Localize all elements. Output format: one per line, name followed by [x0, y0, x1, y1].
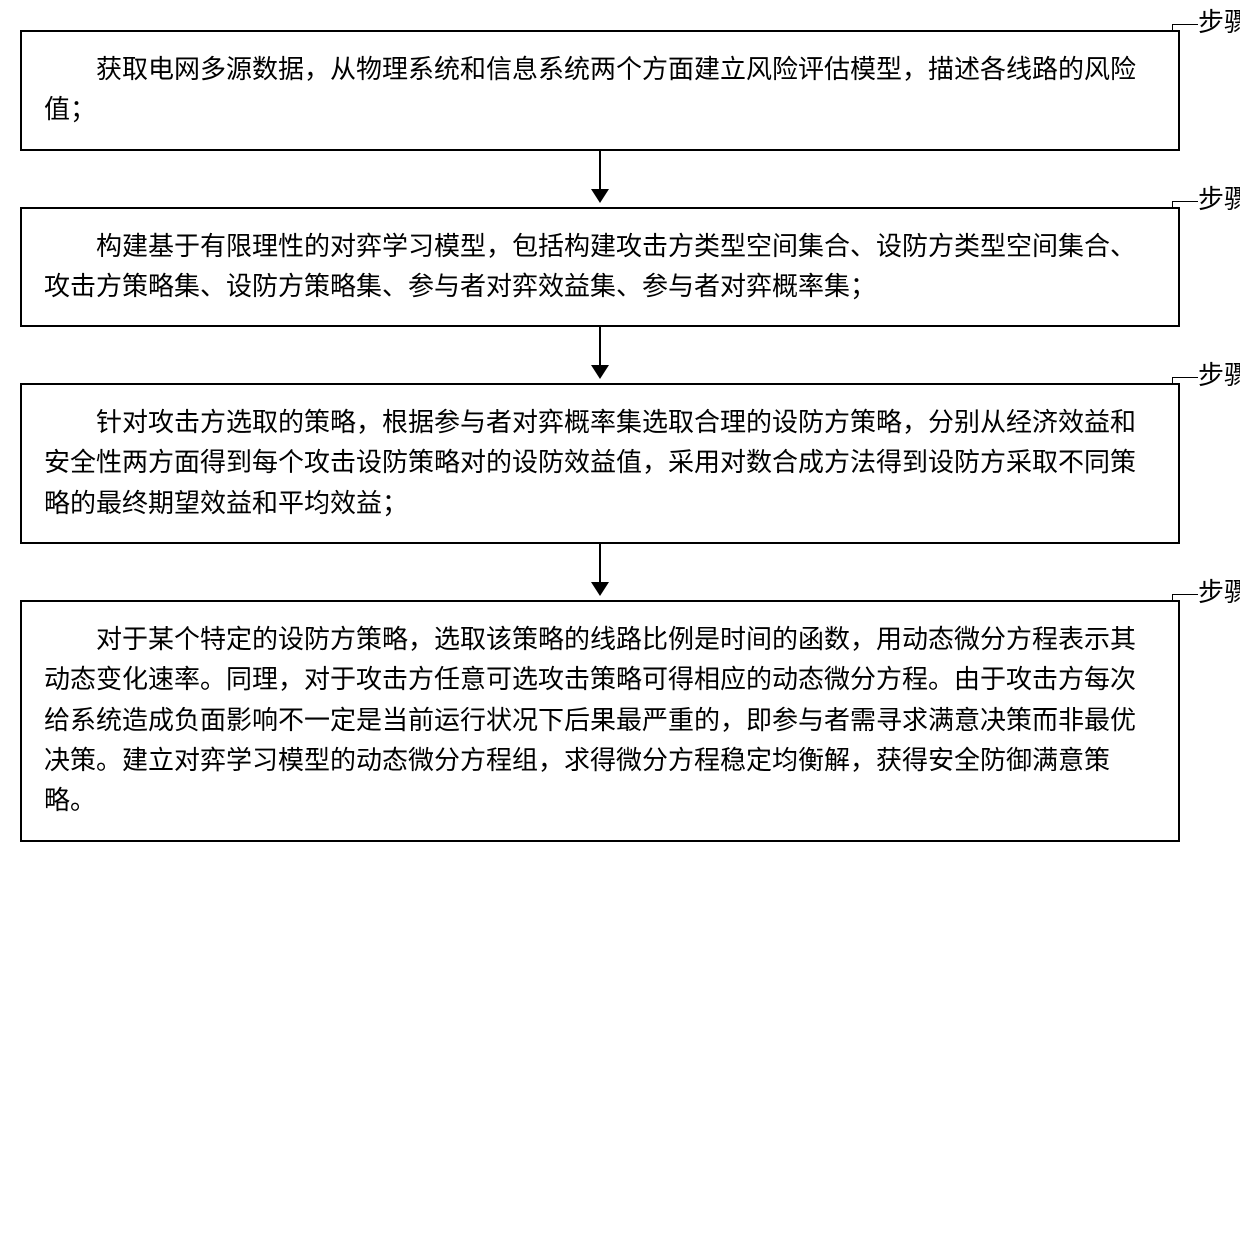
leader-line [1172, 201, 1198, 202]
arrow-icon [588, 151, 612, 207]
step-text: 对于某个特定的设防方策略，选取该策略的线路比例是时间的函数，用动态微分方程表示其… [44, 620, 1156, 821]
leader-line [1172, 594, 1198, 595]
leader-line [1172, 377, 1198, 378]
flow-box: 构建基于有限理性的对弈学习模型，包括构建攻击方类型空间集合、设防方类型空间集合、… [20, 207, 1180, 328]
leader-line [1172, 24, 1173, 32]
arrow-down [20, 151, 1180, 207]
step-text: 获取电网多源数据，从物理系统和信息系统两个方面建立风险评估模型，描述各线路的风险… [44, 50, 1156, 131]
leader-line [1172, 201, 1173, 209]
step-label: 步骤4 [1198, 572, 1240, 609]
flow-box: 获取电网多源数据，从物理系统和信息系统两个方面建立风险评估模型，描述各线路的风险… [20, 30, 1180, 151]
step-label: 步骤2 [1198, 179, 1240, 216]
leader-line [1172, 594, 1173, 602]
step-label: 步骤3 [1198, 355, 1240, 392]
flowchart-container: 获取电网多源数据，从物理系统和信息系统两个方面建立风险评估模型，描述各线路的风险… [20, 30, 1180, 842]
step-text: 构建基于有限理性的对弈学习模型，包括构建攻击方类型空间集合、设防方类型空间集合、… [44, 227, 1156, 308]
arrow-icon [588, 327, 612, 383]
arrow-down [20, 327, 1180, 383]
leader-line [1172, 377, 1173, 385]
flow-box: 对于某个特定的设防方策略，选取该策略的线路比例是时间的函数，用动态微分方程表示其… [20, 600, 1180, 841]
step-text: 针对攻击方选取的策略，根据参与者对弈概率集选取合理的设防方策略，分别从经济效益和… [44, 403, 1156, 524]
arrow-icon [588, 544, 612, 600]
step-label: 步骤1 [1198, 2, 1240, 39]
arrow-down [20, 544, 1180, 600]
flow-box: 针对攻击方选取的策略，根据参与者对弈概率集选取合理的设防方策略，分别从经济效益和… [20, 383, 1180, 544]
leader-line [1172, 24, 1198, 25]
